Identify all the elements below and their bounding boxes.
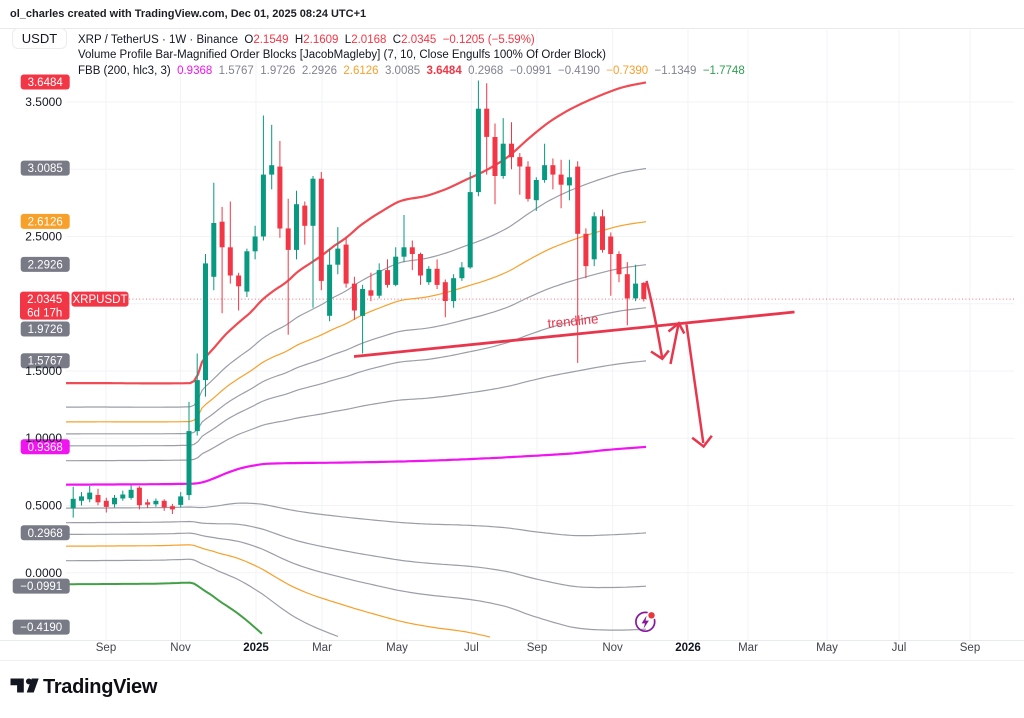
svg-text:Mar: Mar <box>738 642 758 654</box>
svg-text:0.9368: 0.9368 <box>28 442 63 454</box>
svg-text:1.9726: 1.9726 <box>28 324 63 336</box>
svg-text:trendline: trendline <box>547 311 599 331</box>
svg-text:Mar: Mar <box>312 642 332 654</box>
svg-text:1.0000: 1.0000 <box>25 431 62 445</box>
svg-text:1.5000: 1.5000 <box>25 364 62 378</box>
svg-text:May: May <box>386 642 408 654</box>
svg-text:6d 17h: 6d 17h <box>27 308 62 320</box>
svg-text:Jul: Jul <box>464 642 479 654</box>
svg-text:1.5767: 1.5767 <box>28 356 63 368</box>
svg-text:May: May <box>816 642 838 654</box>
svg-text:3.0085: 3.0085 <box>28 163 63 175</box>
svg-text:3.6484: 3.6484 <box>28 77 64 89</box>
svg-text:2.6126: 2.6126 <box>28 216 63 228</box>
svg-text:−0.0991: −0.0991 <box>20 581 62 593</box>
svg-text:2026: 2026 <box>675 642 701 654</box>
svg-text:XRPUSDT: XRPUSDT <box>73 294 128 306</box>
svg-text:0.5000: 0.5000 <box>25 499 62 513</box>
svg-text:−0.4190: −0.4190 <box>20 622 62 634</box>
svg-text:2.2926: 2.2926 <box>28 259 63 271</box>
svg-text:Jul: Jul <box>892 642 907 654</box>
svg-text:Sep: Sep <box>527 642 547 654</box>
svg-text:Nov: Nov <box>602 642 623 654</box>
svg-text:2.0345: 2.0345 <box>27 294 62 306</box>
svg-text:2.5000: 2.5000 <box>25 230 62 244</box>
svg-text:3.5000: 3.5000 <box>25 95 62 109</box>
svg-text:0.2968: 0.2968 <box>28 528 63 540</box>
svg-text:0.0000: 0.0000 <box>25 566 62 580</box>
svg-text:Sep: Sep <box>96 642 116 654</box>
svg-text:2025: 2025 <box>243 642 269 654</box>
svg-text:Nov: Nov <box>170 642 191 654</box>
svg-text:Sep: Sep <box>960 642 980 654</box>
